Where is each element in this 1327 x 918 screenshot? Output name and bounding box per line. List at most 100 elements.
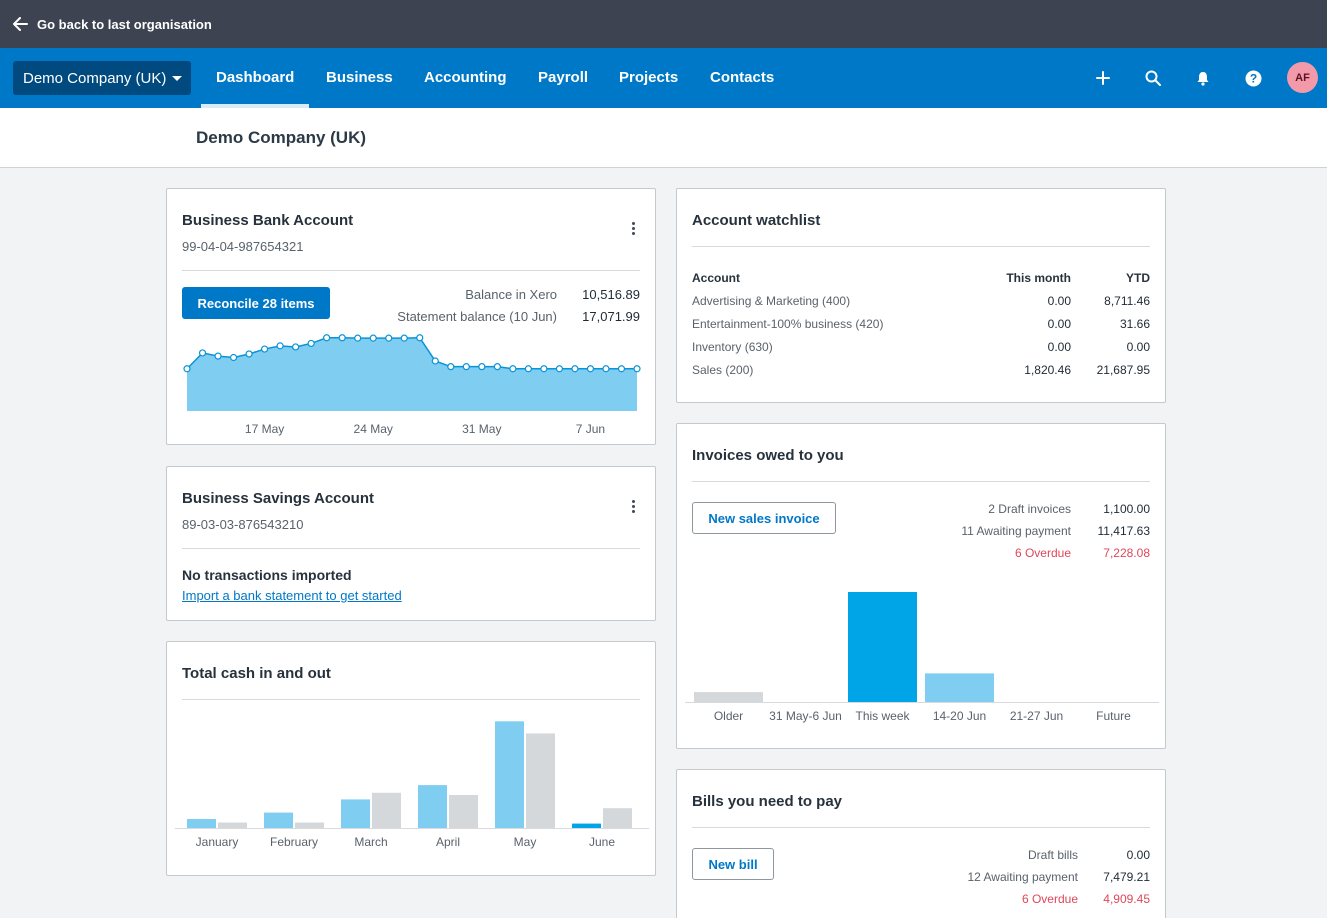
invoices-chart xyxy=(685,592,1159,703)
balance-point xyxy=(633,365,641,373)
draft-bills-value: 0.00 xyxy=(1126,848,1150,862)
this-month-value: 0.00 xyxy=(1047,339,1071,354)
statement-balance-value: 17,071.99 xyxy=(582,309,640,324)
savings-account-title: Business Savings Account xyxy=(182,490,374,507)
cash-in-bar xyxy=(572,823,601,828)
balance-point xyxy=(447,363,455,371)
balance-point xyxy=(493,363,501,371)
balance-point xyxy=(260,345,269,353)
cash-in-out-chart xyxy=(175,721,649,829)
divider xyxy=(182,548,640,549)
account-name: Advertising & Marketing (400) xyxy=(692,293,851,308)
x-tick-label: 31 May-6 Jun xyxy=(769,709,842,723)
organisation-switcher[interactable]: Demo Company (UK) xyxy=(13,61,191,95)
bell-icon[interactable] xyxy=(1190,65,1216,91)
cash-in-out-title: Total cash in and out xyxy=(182,665,331,682)
balance-point xyxy=(462,363,470,371)
tab-business[interactable]: Business xyxy=(326,69,393,86)
column-account: Account xyxy=(692,270,740,285)
organisation-name: Demo Company (UK) xyxy=(23,69,167,87)
this-month-value: 0.00 xyxy=(1047,293,1071,308)
overdue-invoices-value: 7,228.08 xyxy=(1103,546,1150,560)
search-icon[interactable] xyxy=(1140,65,1166,91)
overdue-bills-value: 4,909.45 xyxy=(1103,892,1150,906)
main-nav: Demo Company (UK) Dashboard Business Acc… xyxy=(0,48,1327,108)
x-tick-label: June xyxy=(588,835,616,849)
ytd-value: 21,687.95 xyxy=(1096,362,1150,377)
balance-point xyxy=(586,365,595,373)
new-bill-button[interactable]: New bill xyxy=(692,848,774,880)
page-title: Demo Company (UK) xyxy=(196,128,367,147)
balance-point xyxy=(245,350,253,358)
x-tick-label: February xyxy=(269,835,319,849)
awaiting-payment-label[interactable]: 12 Awaiting payment xyxy=(967,870,1078,884)
new-sales-invoice-button[interactable]: New sales invoice xyxy=(692,502,836,534)
ytd-value: 31.66 xyxy=(1119,316,1150,331)
overdue-bills-label[interactable]: 6 Overdue xyxy=(1021,892,1078,906)
more-options-icon[interactable] xyxy=(623,496,643,516)
x-tick-label: 7 Jun xyxy=(575,422,606,436)
x-tick-label: May xyxy=(513,835,537,849)
more-options-icon[interactable] xyxy=(623,218,643,238)
tab-payroll[interactable]: Payroll xyxy=(538,69,589,86)
plus-icon[interactable] xyxy=(1090,65,1116,91)
back-to-organisation-link[interactable]: Go back to last organisation xyxy=(13,17,212,32)
cash-in-bar xyxy=(495,721,524,828)
account-name: Entertainment-100% business (420) xyxy=(692,316,884,331)
table-row[interactable]: Inventory (630) 0.00 0.00 xyxy=(692,335,1150,358)
invoices-card: Invoices owed to you New sales invoice 2… xyxy=(676,423,1166,749)
divider xyxy=(692,481,1150,482)
balance-point xyxy=(354,334,362,342)
cash-in-bar xyxy=(418,785,447,828)
balance-point xyxy=(555,365,564,373)
balance-point xyxy=(198,349,207,357)
draft-bills-label[interactable]: Draft bills xyxy=(1027,848,1078,862)
invoice-bar xyxy=(848,592,917,702)
balance-point xyxy=(338,334,346,342)
balance-point xyxy=(478,363,486,371)
draft-invoices-label[interactable]: 2 Draft invoices xyxy=(988,502,1071,516)
tab-accounting[interactable]: Accounting xyxy=(424,69,507,86)
table-row[interactable]: Sales (200) 1,820.46 21,687.95 xyxy=(692,358,1150,381)
x-tick-label: 14-20 Jun xyxy=(932,709,987,723)
balance-point xyxy=(400,334,408,342)
bank-account-card: Business Bank Account 99-04-04-987654321… xyxy=(166,188,656,445)
this-month-value: 0.00 xyxy=(1047,316,1071,331)
divider xyxy=(692,827,1150,828)
cash-in-bar xyxy=(187,818,216,828)
overdue-invoices-label[interactable]: 6 Overdue xyxy=(1014,546,1071,560)
x-tick-label: 31 May xyxy=(462,422,502,436)
awaiting-payment-label[interactable]: 11 Awaiting payment xyxy=(961,524,1071,538)
x-tick-label: Older xyxy=(713,709,744,723)
bills-title: Bills you need to pay xyxy=(692,793,843,810)
tab-projects[interactable]: Projects xyxy=(619,69,679,86)
reconcile-button[interactable]: Reconcile 28 items xyxy=(182,287,330,319)
bank-account-title: Business Bank Account xyxy=(182,212,354,229)
watchlist-title: Account watchlist xyxy=(692,212,821,229)
help-icon[interactable]: ? xyxy=(1240,65,1266,91)
invoice-bar xyxy=(694,692,763,702)
tab-contacts[interactable]: Contacts xyxy=(710,69,775,86)
no-transactions-title: No transactions imported xyxy=(182,567,352,583)
avatar[interactable]: AF xyxy=(1287,62,1318,93)
account-watchlist-card: Account watchlist Account This month YTD… xyxy=(676,188,1166,403)
table-row[interactable]: Advertising & Marketing (400) 0.00 8,711… xyxy=(692,289,1150,312)
balance-xero-label: Balance in Xero xyxy=(465,287,557,302)
ytd-value: 8,711.46 xyxy=(1104,293,1150,308)
balance-point xyxy=(276,342,284,350)
tab-dashboard[interactable]: Dashboard xyxy=(200,48,310,108)
column-ytd: YTD xyxy=(1126,270,1150,285)
import-statement-link[interactable]: Import a bank statement to get started xyxy=(182,588,402,603)
balance-point xyxy=(416,334,424,342)
account-name: Inventory (630) xyxy=(692,339,773,354)
divider xyxy=(182,270,640,271)
savings-account-number: 89-03-03-876543210 xyxy=(182,517,304,532)
balance-point xyxy=(431,357,439,365)
balance-point xyxy=(229,353,238,362)
table-row[interactable]: Entertainment-100% business (420) 0.00 3… xyxy=(692,312,1150,335)
organisation-header: Demo Company (UK) xyxy=(0,108,1327,168)
cash-out-bar xyxy=(526,733,555,828)
cash-in-bar xyxy=(264,812,293,828)
x-tick-label: Future xyxy=(1096,709,1131,723)
cash-out-bar xyxy=(449,795,478,828)
